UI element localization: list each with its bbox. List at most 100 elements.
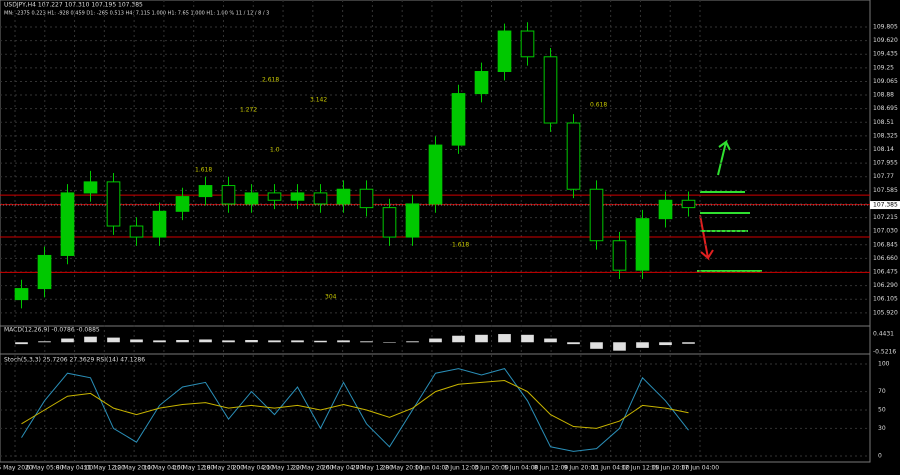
x-tick-label: 2 Jun 12:00 <box>445 465 479 472</box>
y-tick-label: 107.955 <box>873 160 898 167</box>
y-tick-label: 105.920 <box>873 309 898 316</box>
down-arrow <box>699 214 714 261</box>
candle-body <box>589 188 604 242</box>
x-tick-label: 6 May 05:00 <box>26 465 64 472</box>
x-tick-label: 28 May 20:00 <box>382 465 423 472</box>
candle-body <box>681 199 696 209</box>
x-tick-label: 26 May 04:00 <box>322 465 363 472</box>
candle-body <box>152 210 167 238</box>
x-tick-label: 8 May 04:00 <box>56 465 94 472</box>
y-tick-label: 107.77 <box>873 173 894 180</box>
x-tick-label: 3 Jun 20:00 <box>474 465 508 472</box>
y-tick-label: 106.475 <box>873 269 898 276</box>
x-tick-label: 18 May 20:00 <box>203 465 244 472</box>
macd-bar <box>245 340 258 343</box>
candle-body <box>382 207 397 238</box>
y-tick-label: 109.620 <box>873 37 898 44</box>
macd-bar <box>153 340 166 343</box>
x-tick-label: 5 Jun 04:00 <box>504 465 538 472</box>
candle-body <box>451 93 466 146</box>
macd-bar <box>544 338 557 343</box>
x-tick-label: 1 Jun 04:00 <box>415 465 449 472</box>
candle-body <box>106 181 121 227</box>
candle-body <box>175 196 190 212</box>
x-tick-label: 12 Jun 12:00 <box>621 465 659 472</box>
y-tick-label: 0 <box>878 453 882 460</box>
candle-body <box>37 254 52 290</box>
annotation: 2.618 <box>262 77 279 84</box>
macd-bar <box>360 341 373 343</box>
candle-body <box>290 192 305 201</box>
macd-bar <box>682 342 695 344</box>
candle-body <box>658 199 673 220</box>
candle-body <box>359 188 374 209</box>
macd-bar <box>452 335 465 343</box>
annotation: 1.0 <box>270 147 280 154</box>
candle-body <box>474 71 489 95</box>
candle-body <box>336 188 351 205</box>
annotation: 0.618 <box>590 102 607 109</box>
macd-bar <box>314 340 327 343</box>
y-tick-label: 107.030 <box>873 228 898 235</box>
macd-bar <box>613 342 626 351</box>
candle-body <box>267 192 282 201</box>
last-price-label: 107.385 <box>873 202 898 209</box>
y-tick-label: 109.435 <box>873 51 898 58</box>
macd-bar <box>590 342 603 349</box>
macd-bar <box>176 340 189 343</box>
macd-bar <box>659 342 672 346</box>
annotation: 1.618 <box>452 242 469 249</box>
candle-body <box>405 203 420 238</box>
macd-bar <box>429 338 442 343</box>
x-tick-label: 14 May 04:00 <box>143 465 184 472</box>
candle-body <box>428 144 443 205</box>
y-tick-label: 70 <box>878 388 886 395</box>
macd-title: MACD(12,26,9) -0.0786 -0.0885 <box>4 327 100 334</box>
y-tick-label: 108.695 <box>873 105 898 112</box>
x-tick-label: 21 May 12:00 <box>262 465 303 472</box>
x-tick-label: 27 May 12:00 <box>352 465 393 472</box>
macd-bar <box>84 336 97 343</box>
series-line <box>21 380 689 429</box>
x-tick-label: 17 Jun 04:00 <box>681 465 719 472</box>
macd-bar <box>475 334 488 343</box>
candle-body <box>221 185 236 205</box>
x-tick-label: 22 May 20:00 <box>292 465 333 472</box>
up-arrow <box>717 139 731 176</box>
candle-body <box>83 181 98 194</box>
annotation: 1.272 <box>240 107 257 114</box>
y-tick-label: 30 <box>878 425 886 432</box>
y-tick-label: 108.325 <box>873 132 898 139</box>
y-tick-label: 50 <box>878 407 886 414</box>
candle-body <box>520 30 535 58</box>
chart-title: USDJPY,H4 107.227 107.310 107.195 107.38… <box>4 2 143 9</box>
x-tick-label: 9 Jun 20:00 <box>564 465 598 472</box>
x-tick-label: 15 Jun 20:00 <box>651 465 689 472</box>
macd-bar <box>498 334 511 343</box>
y-tick-label: 106.845 <box>873 241 898 248</box>
candle-body <box>198 185 213 198</box>
y-tick-label: 109.065 <box>873 78 898 85</box>
candle-body <box>497 30 512 73</box>
candle-body <box>612 240 627 271</box>
last-price-box <box>870 201 900 210</box>
candle-body <box>566 122 581 190</box>
y-tick-label: 107.585 <box>873 187 898 194</box>
macd-bar <box>38 341 51 343</box>
macd-bar <box>337 340 350 343</box>
y-tick-label: 108.14 <box>873 146 894 153</box>
y-tick-label: 109.25 <box>873 64 894 71</box>
candle-body <box>129 225 144 238</box>
x-tick-label: 11 May 12:00 <box>84 465 125 472</box>
y-tick-label: 0.4431 <box>873 331 894 338</box>
macd-bar <box>268 340 281 343</box>
macd-bar <box>521 334 534 343</box>
macd-bar <box>291 340 304 343</box>
macd-bar <box>107 337 120 343</box>
x-tick-label: 11 Jun 04:00 <box>592 465 630 472</box>
candle-body <box>635 218 650 271</box>
macd-bar <box>383 342 396 343</box>
y-tick-label: 106.105 <box>873 296 898 303</box>
x-tick-label: 15 May 12:00 <box>173 465 214 472</box>
